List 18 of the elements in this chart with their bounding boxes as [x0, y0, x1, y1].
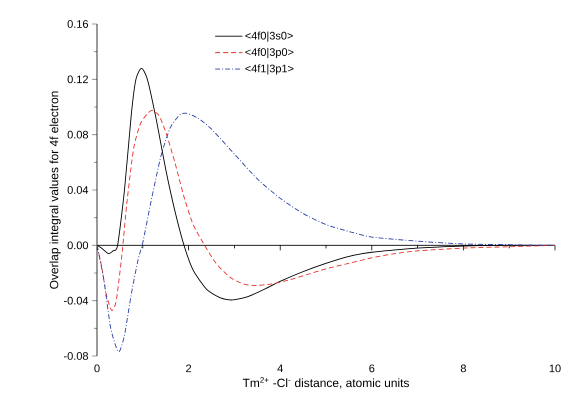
x-tick-label: 2 — [186, 364, 192, 372]
y-tick-label: 0.12 — [68, 75, 88, 84]
y-tick-label: 0.08 — [68, 130, 88, 139]
x-tick-label: 8 — [460, 364, 466, 372]
x-tick-label: 10 — [550, 364, 561, 372]
y-axis-title: Overlap integral values for 4f electron — [50, 91, 61, 289]
x-tick-label: 4 — [277, 364, 283, 372]
y-tick-label: 0.16 — [68, 20, 88, 28]
y-tick-label: -0.04 — [64, 296, 88, 305]
legend-label: <4f1|3p1> — [245, 64, 294, 75]
x-axis-title: Tm$^{2+}$ -Cl$^{-}$ distance, atomic units — [242, 377, 409, 389]
y-tick-label: -0.08 — [64, 352, 88, 360]
legend-label: <4f0|3p0> — [245, 48, 294, 58]
legend-label: <4f0|3s0> — [245, 32, 293, 42]
x-tick-label: 0 — [94, 364, 100, 372]
y-tick-label: 0.00 — [68, 241, 88, 250]
y-tick-label: 0.04 — [68, 186, 88, 194]
x-tick-label: 6 — [369, 364, 374, 372]
